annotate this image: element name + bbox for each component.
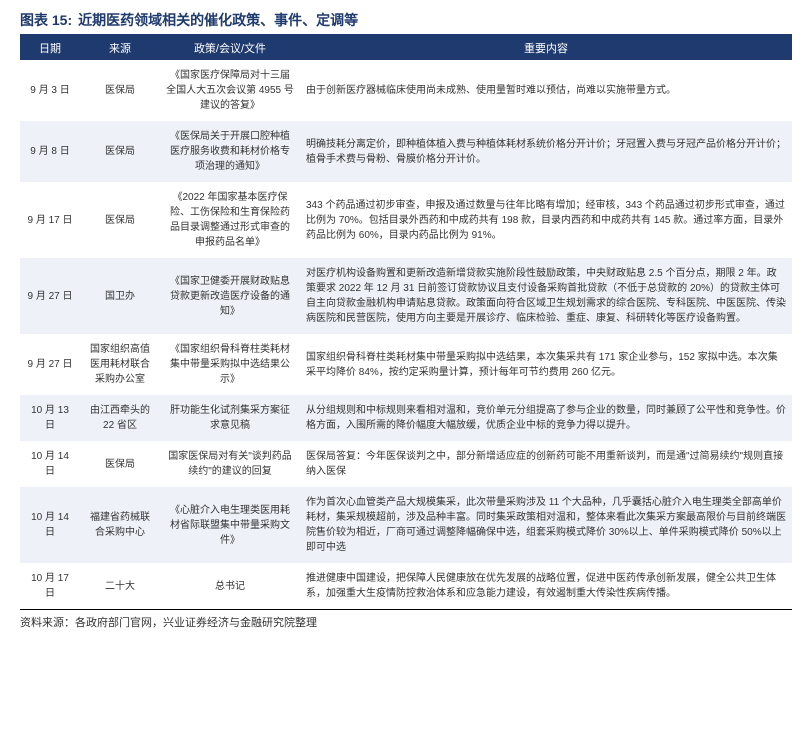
cell-content: 医保局答复：今年医保谈判之中，部分新增适应症的创新药可能不用重新谈判，而是通"过…: [300, 441, 792, 487]
chart-header: 图表 15: 近期医药领域相关的催化政策、事件、定调等: [20, 10, 792, 36]
source-footer: 资料来源：各政府部门官网，兴业证券经济与金融研究院整理: [20, 609, 792, 630]
cell-date: 10 月 17 日: [20, 563, 80, 609]
chart-label: 图表 15:: [20, 10, 72, 30]
cell-policy: 《心脏介入电生理类医用耗材省际联盟集中带量采购文件》: [160, 487, 300, 563]
cell-source: 二十大: [80, 563, 160, 609]
cell-content: 由于创新医疗器械临床使用尚未成熟、使用量暂时难以预估，尚难以实施带量方式。: [300, 60, 792, 121]
cell-date: 10 月 14 日: [20, 487, 80, 563]
cell-source: 国卫办: [80, 258, 160, 334]
table-row: 9 月 27 日国卫办《国家卫健委开展财政贴息贷款更新改造医疗设备的通知》对医疗…: [20, 258, 792, 334]
cell-policy: 《国家医疗保障局对十三届全国人大五次会议第 4955 号建议的答复》: [160, 60, 300, 121]
cell-content: 明确技耗分离定价，即种植体植入费与种植体耗材系统价格分开计价；牙冠置入费与牙冠产…: [300, 121, 792, 182]
cell-content: 国家组织骨科脊柱类耗材集中带量采购拟中选结果，本次集采共有 171 家企业参与，…: [300, 334, 792, 395]
table-row: 9 月 27 日国家组织高值医用耗材联合采购办公室《国家组织骨科脊柱类耗材集中带…: [20, 334, 792, 395]
cell-source: 由江西牵头的22 省区: [80, 395, 160, 441]
cell-date: 9 月 3 日: [20, 60, 80, 121]
chart-title: 近期医药领域相关的催化政策、事件、定调等: [78, 10, 358, 30]
cell-source: 医保局: [80, 121, 160, 182]
cell-date: 10 月 14 日: [20, 441, 80, 487]
table-row: 10 月 14 日医保局国家医保局对有关"谈判药品续约"的建议的回复医保局答复：…: [20, 441, 792, 487]
cell-content: 对医疗机构设备购置和更新改造新增贷款实施阶段性鼓励政策，中央财政贴息 2.5 个…: [300, 258, 792, 334]
table-row: 10 月 14 日福建省药械联合采购中心《心脏介入电生理类医用耗材省际联盟集中带…: [20, 487, 792, 563]
cell-content: 推进健康中国建设，把保障人民健康放在优先发展的战略位置，促进中医药传承创新发展，…: [300, 563, 792, 609]
table-row: 10 月 17 日二十大总书记推进健康中国建设，把保障人民健康放在优先发展的战略…: [20, 563, 792, 609]
cell-policy: 《国家组织骨科脊柱类耗材集中带量采购拟中选结果公示》: [160, 334, 300, 395]
table-row: 9 月 17 日医保局《2022 年国家基本医疗保险、工伤保险和生育保险药品目录…: [20, 182, 792, 258]
cell-date: 9 月 17 日: [20, 182, 80, 258]
cell-policy: 总书记: [160, 563, 300, 609]
cell-content: 从分组规则和中标规则来看相对温和，竞价单元分组提高了参与企业的数量，同时兼顾了公…: [300, 395, 792, 441]
cell-source: 医保局: [80, 60, 160, 121]
cell-date: 9 月 27 日: [20, 334, 80, 395]
cell-date: 9 月 8 日: [20, 121, 80, 182]
col-header-date: 日期: [20, 36, 80, 60]
col-header-source: 来源: [80, 36, 160, 60]
cell-policy: 《国家卫健委开展财政贴息贷款更新改造医疗设备的通知》: [160, 258, 300, 334]
cell-date: 9 月 27 日: [20, 258, 80, 334]
policy-table: 日期 来源 政策/会议/文件 重要内容 9 月 3 日医保局《国家医疗保障局对十…: [20, 36, 792, 609]
col-header-content: 重要内容: [300, 36, 792, 60]
cell-content: 343 个药品通过初步审查，申报及通过数量与往年比略有增加；经审核，343 个药…: [300, 182, 792, 258]
table-row: 10 月 13 日由江西牵头的22 省区肝功能生化试剂集采方案征求意见稿从分组规…: [20, 395, 792, 441]
cell-policy: 《医保局关于开展口腔种植医疗服务收费和耗材价格专项治理的通知》: [160, 121, 300, 182]
cell-policy: 《2022 年国家基本医疗保险、工伤保险和生育保险药品目录调整通过形式审查的申报…: [160, 182, 300, 258]
table-row: 9 月 8 日医保局《医保局关于开展口腔种植医疗服务收费和耗材价格专项治理的通知…: [20, 121, 792, 182]
cell-content: 作为首次心血管类产品大规模集采，此次带量采购涉及 11 个大品种，几乎囊括心脏介…: [300, 487, 792, 563]
col-header-policy: 政策/会议/文件: [160, 36, 300, 60]
cell-source: 福建省药械联合采购中心: [80, 487, 160, 563]
cell-policy: 国家医保局对有关"谈判药品续约"的建议的回复: [160, 441, 300, 487]
table-row: 9 月 3 日医保局《国家医疗保障局对十三届全国人大五次会议第 4955 号建议…: [20, 60, 792, 121]
cell-date: 10 月 13 日: [20, 395, 80, 441]
cell-source: 医保局: [80, 441, 160, 487]
cell-source: 医保局: [80, 182, 160, 258]
cell-policy: 肝功能生化试剂集采方案征求意见稿: [160, 395, 300, 441]
table-header-row: 日期 来源 政策/会议/文件 重要内容: [20, 36, 792, 60]
cell-source: 国家组织高值医用耗材联合采购办公室: [80, 334, 160, 395]
